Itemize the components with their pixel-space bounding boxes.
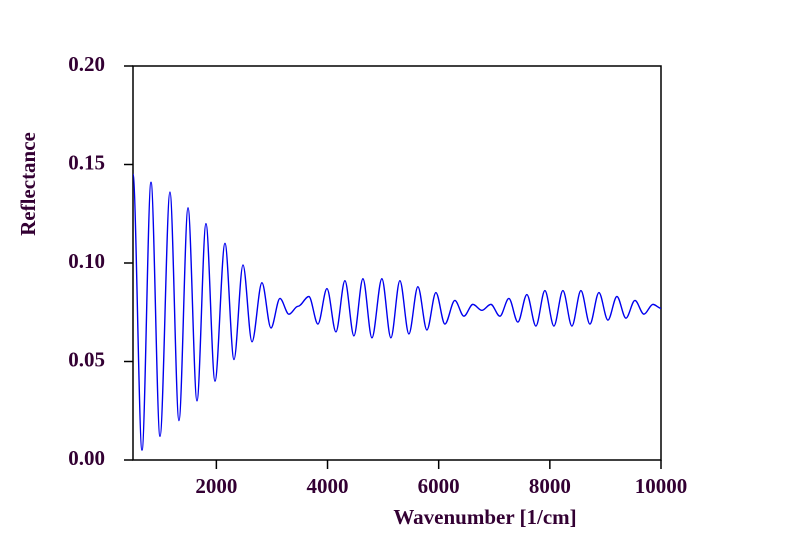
- y-tick-label: 0.20: [68, 52, 105, 76]
- x-tick-label: 8000: [529, 474, 571, 498]
- y-tick-label: 0.05: [68, 347, 105, 371]
- x-axis-label: Wavenumber [1/cm]: [393, 505, 576, 529]
- x-tick-label: 2000: [195, 474, 237, 498]
- y-tick-label: 0.15: [68, 150, 105, 174]
- x-tick-label: 10000: [635, 474, 688, 498]
- plot-frame: [132, 65, 662, 461]
- x-tick-label: 6000: [418, 474, 460, 498]
- y-axis-label: Reflectance: [16, 132, 40, 236]
- data-line: [132, 173, 662, 451]
- y-tick-label: 0.10: [68, 249, 105, 273]
- y-tick-label: 0.00: [68, 446, 105, 470]
- x-tick-label: 4000: [307, 474, 349, 498]
